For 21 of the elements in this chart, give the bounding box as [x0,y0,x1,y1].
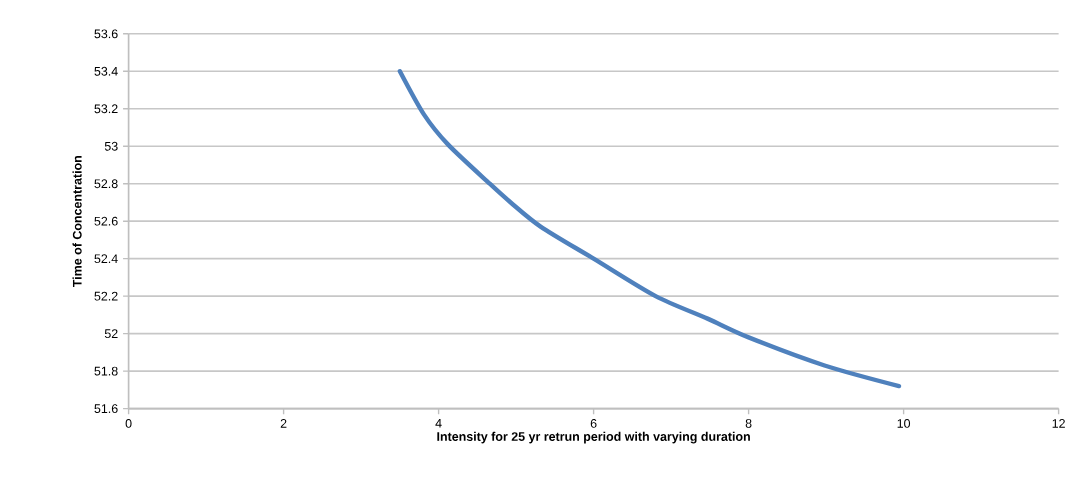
x-tick-label: 10 [897,419,911,428]
x-tick-label: 0 [125,419,132,428]
y-tick-label: 51.6 [94,404,118,414]
y-axis-title: Time of Concentration [72,156,82,288]
x-tick-label: 4 [435,419,442,428]
x-tick-label: 12 [1052,419,1065,428]
y-tick-label: 52.4 [94,254,118,264]
x-axis-title: Intensity for 25 yr retrun period with varying duration [437,431,750,444]
y-tick-label: 53.4 [94,66,118,76]
y-tick-label: 52.8 [94,179,118,189]
y-tick-label: 53.2 [94,104,118,114]
y-tick-label: 53 [104,141,118,151]
y-tick-label: 52.6 [94,216,118,226]
x-tick-label: 2 [280,419,287,428]
y-tick-label: 52.2 [94,291,118,301]
y-tick-label: 53.6 [94,29,118,39]
x-tick-label: 6 [590,419,597,428]
y-tick-label: 52 [104,329,118,339]
line-series [397,69,902,389]
x-tick-label: 8 [745,419,752,428]
y-tick-label: 51.8 [94,366,118,376]
